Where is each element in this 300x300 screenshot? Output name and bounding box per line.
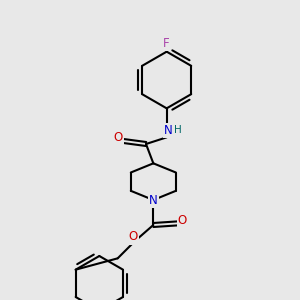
Text: O: O xyxy=(129,230,138,244)
Text: N: N xyxy=(164,124,173,137)
Text: O: O xyxy=(178,214,187,226)
Text: O: O xyxy=(114,131,123,144)
Text: F: F xyxy=(164,37,170,50)
Text: N: N xyxy=(149,194,158,206)
Text: H: H xyxy=(175,125,182,135)
